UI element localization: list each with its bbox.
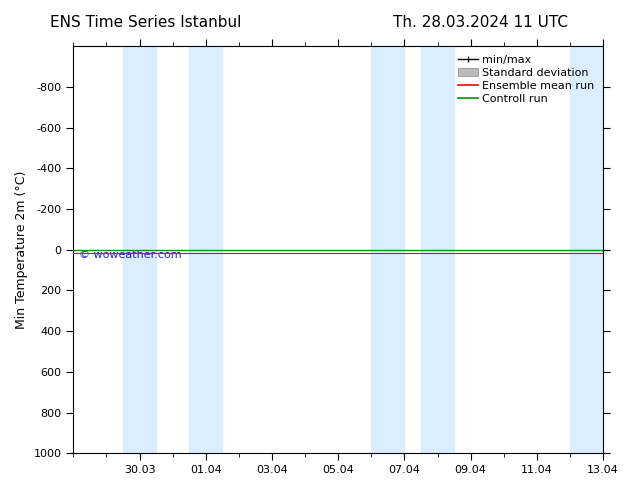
Bar (123, 47, 156, 453)
Text: ENS Time Series Istanbul: ENS Time Series Istanbul (49, 15, 241, 30)
Text: © woweather.com: © woweather.com (79, 250, 181, 260)
Bar (372, 47, 404, 453)
Y-axis label: Min Temperature 2m (°C): Min Temperature 2m (°C) (15, 171, 28, 329)
Bar (189, 47, 223, 453)
Bar (421, 47, 454, 453)
Legend: min/max, Standard deviation, Ensemble mean run, Controll run: min/max, Standard deviation, Ensemble me… (454, 52, 598, 107)
Text: Th. 28.03.2024 11 UTC: Th. 28.03.2024 11 UTC (393, 15, 568, 30)
Bar (570, 47, 603, 453)
